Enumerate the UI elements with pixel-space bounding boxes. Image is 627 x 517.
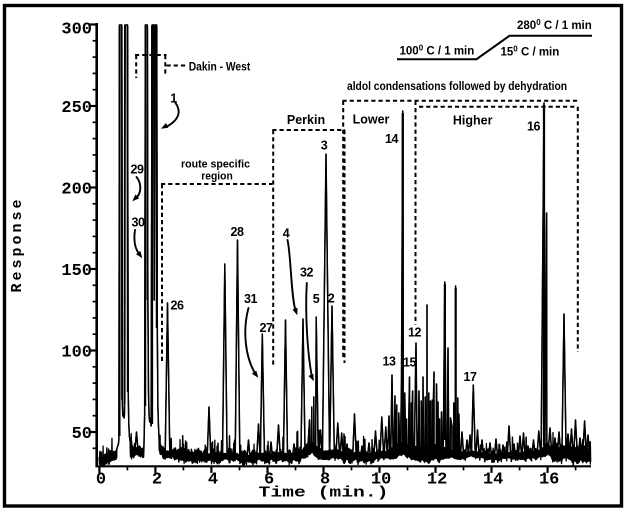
svg-text:2: 2 bbox=[152, 471, 162, 490]
svg-text:route specific: route specific bbox=[181, 159, 250, 171]
svg-text:150 C / min: 150 C / min bbox=[501, 45, 560, 59]
svg-text:aldol condensations followed b: aldol condensations followed by dehydrat… bbox=[347, 79, 567, 93]
svg-text:2: 2 bbox=[328, 291, 335, 305]
svg-text:1000 C / 1 min: 1000 C / 1 min bbox=[400, 44, 475, 58]
svg-text:30: 30 bbox=[132, 215, 145, 229]
svg-text:Time (min.): Time (min.) bbox=[259, 485, 389, 502]
svg-text:150: 150 bbox=[61, 262, 92, 281]
svg-text:28: 28 bbox=[231, 225, 244, 239]
svg-text:4: 4 bbox=[283, 226, 290, 240]
svg-text:0: 0 bbox=[96, 471, 106, 490]
svg-text:16: 16 bbox=[527, 119, 540, 133]
svg-text:4: 4 bbox=[208, 471, 218, 490]
svg-text:Dakin - West: Dakin - West bbox=[189, 60, 251, 74]
svg-text:Perkin: Perkin bbox=[287, 113, 325, 127]
svg-text:31: 31 bbox=[244, 292, 257, 306]
svg-text:26: 26 bbox=[171, 298, 184, 312]
svg-text:50: 50 bbox=[72, 425, 92, 444]
svg-text:15: 15 bbox=[403, 355, 416, 369]
svg-text:17: 17 bbox=[464, 370, 477, 384]
svg-text:27: 27 bbox=[260, 321, 273, 335]
svg-text:100: 100 bbox=[61, 344, 92, 363]
svg-text:14: 14 bbox=[385, 132, 398, 146]
svg-text:12: 12 bbox=[408, 325, 421, 339]
svg-text:300: 300 bbox=[61, 21, 92, 40]
svg-text:5: 5 bbox=[313, 292, 320, 306]
svg-text:Lower: Lower bbox=[353, 113, 390, 127]
svg-text:12: 12 bbox=[427, 471, 447, 490]
svg-text:Higher: Higher bbox=[453, 114, 493, 128]
svg-text:16: 16 bbox=[539, 471, 559, 490]
svg-text:14: 14 bbox=[483, 471, 503, 490]
svg-text:29: 29 bbox=[131, 162, 144, 176]
svg-text:2800 C / 1 min: 2800 C / 1 min bbox=[517, 18, 592, 32]
svg-text:250: 250 bbox=[61, 99, 92, 118]
svg-text:200: 200 bbox=[61, 181, 92, 200]
svg-text:32: 32 bbox=[300, 265, 313, 279]
svg-text:region: region bbox=[201, 171, 233, 183]
svg-text:Response: Response bbox=[9, 196, 26, 292]
svg-text:13: 13 bbox=[383, 354, 396, 368]
svg-text:3: 3 bbox=[321, 138, 328, 152]
